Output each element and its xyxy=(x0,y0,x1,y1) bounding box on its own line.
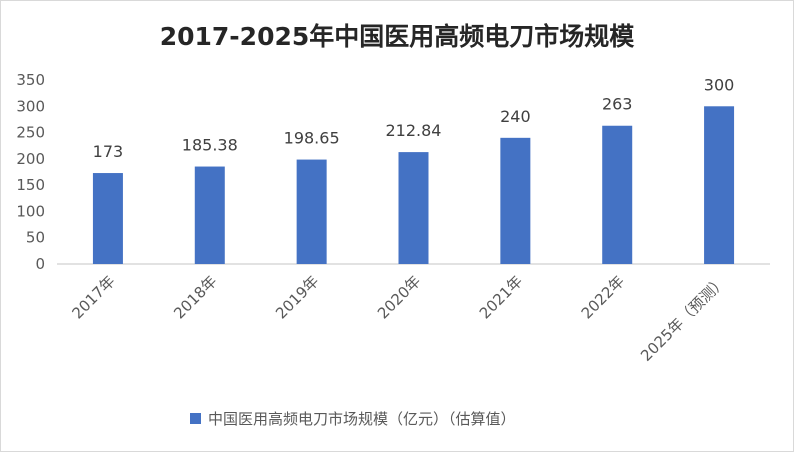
bar xyxy=(296,159,327,264)
data-label: 173 xyxy=(93,142,124,161)
bar xyxy=(398,152,429,264)
bar xyxy=(194,166,225,264)
data-label: 185.38 xyxy=(182,136,238,155)
x-tick-label: 2019年 xyxy=(272,272,322,322)
legend-label: 中国医用高频电刀市场规模（亿元）（估算值） xyxy=(208,410,516,428)
y-tick-label: 250 xyxy=(16,124,45,142)
bar xyxy=(500,137,531,264)
bar xyxy=(602,125,633,264)
y-tick-label: 50 xyxy=(26,229,45,247)
x-tick-label: 2018年 xyxy=(170,272,220,322)
y-tick-label: 0 xyxy=(35,255,45,273)
data-label: 300 xyxy=(704,75,735,94)
x-tick-label: 2020年 xyxy=(374,272,424,322)
chart-title: 2017-2025年中国医用高频电刀市场规模 xyxy=(160,22,636,51)
y-tick-label: 350 xyxy=(16,71,45,89)
x-tick-label: 2022年 xyxy=(578,272,628,322)
bar xyxy=(92,173,123,264)
x-tick-label: 2025年（预测） xyxy=(637,272,730,365)
data-label: 263 xyxy=(602,95,633,114)
data-label: 212.84 xyxy=(386,121,442,140)
bar xyxy=(704,106,735,265)
legend-swatch xyxy=(190,413,201,424)
y-tick-label: 200 xyxy=(16,150,45,168)
y-tick-label: 150 xyxy=(16,176,45,194)
data-label: 240 xyxy=(500,107,531,126)
x-tick-label: 2021年 xyxy=(476,272,526,322)
x-tick-label: 2017年 xyxy=(68,272,118,322)
y-tick-label: 100 xyxy=(16,202,45,220)
y-tick-label: 300 xyxy=(16,97,45,115)
data-label: 198.65 xyxy=(284,129,340,148)
